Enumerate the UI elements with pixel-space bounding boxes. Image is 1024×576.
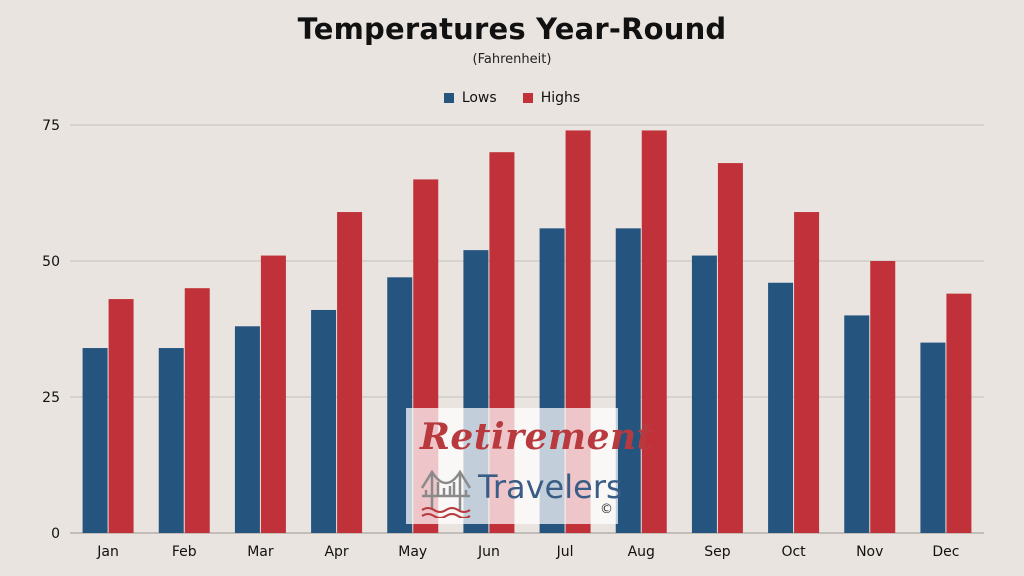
bar-highs-jan xyxy=(108,299,134,533)
bar-highs-oct xyxy=(794,212,820,534)
bar-lows-apr xyxy=(311,309,337,533)
copyright-mark: © xyxy=(600,502,613,517)
x-tick-label-jul: Jul xyxy=(556,544,574,560)
x-tick-label-nov: Nov xyxy=(856,544,883,560)
bar-highs-feb xyxy=(184,288,210,533)
bar-highs-dec xyxy=(946,293,972,533)
bar-highs-mar xyxy=(260,255,286,533)
x-tick-label-oct: Oct xyxy=(781,544,806,560)
y-tick-label: 75 xyxy=(42,118,60,134)
legend-label-highs: Highs xyxy=(540,90,581,106)
x-tick-label-aug: Aug xyxy=(628,544,655,560)
chart-title: Temperatures Year-Round xyxy=(297,12,727,46)
bar-highs-aug xyxy=(641,130,667,533)
bar-lows-sep xyxy=(691,255,717,533)
bar-highs-nov xyxy=(870,261,896,533)
y-tick-label: 0 xyxy=(51,526,60,542)
watermark-line2: Travelers xyxy=(478,468,623,506)
tick-labels: 0 25 50 75 Jan Feb Mar Apr May Jun Jul Aug Sep Oct Nov… xyxy=(42,118,959,560)
bar-lows-jan xyxy=(82,348,108,533)
legend-swatch-highs xyxy=(522,93,533,103)
legend-item-highs: Highs xyxy=(522,90,581,106)
bar-highs-sep xyxy=(717,163,743,533)
x-tick-label-jun: Jun xyxy=(477,544,500,560)
x-tick-label-jan: Jan xyxy=(96,544,119,560)
bar-lows-dec xyxy=(920,342,946,533)
bar-lows-aug xyxy=(615,228,641,534)
legend-swatch-lows xyxy=(443,93,454,103)
x-tick-label-sep: Sep xyxy=(704,544,731,560)
bar-lows-nov xyxy=(844,315,870,533)
y-tick-label: 50 xyxy=(42,254,60,270)
legend-label-lows: Lows xyxy=(461,90,497,106)
x-tick-label-may: May xyxy=(398,544,427,560)
x-tick-label-mar: Mar xyxy=(247,544,274,560)
gridlines xyxy=(70,124,984,534)
watermark-line1: Retirement xyxy=(420,416,654,458)
bar-lows-mar xyxy=(234,326,260,533)
bar-highs-apr xyxy=(337,212,363,534)
x-tick-label-apr: Apr xyxy=(324,544,348,560)
bridge-icon xyxy=(420,469,472,518)
bar-lows-oct xyxy=(768,282,794,533)
y-tick-label: 25 xyxy=(42,390,60,406)
chart-subtitle: (Fahrenheit) xyxy=(472,52,552,67)
legend-item-lows: Lows xyxy=(443,90,497,106)
bar-lows-feb xyxy=(158,348,184,533)
legend: Lows Highs xyxy=(0,90,1024,106)
x-tick-label-dec: Dec xyxy=(932,544,959,560)
watermark-logo: Retirement Travelers © xyxy=(406,408,653,524)
x-tick-label-feb: Feb xyxy=(172,544,197,560)
